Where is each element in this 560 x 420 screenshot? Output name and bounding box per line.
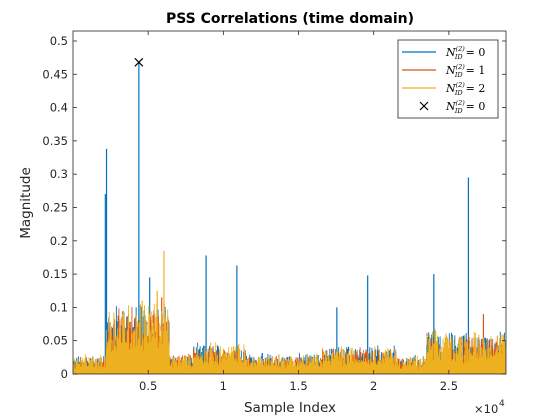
- legend-label: N(2) ID = 2: [445, 81, 485, 97]
- x-tick-label: 2.5: [440, 379, 458, 393]
- y-tick-label: 0.35: [42, 134, 68, 148]
- chart-title: PSS Correlations (time domain): [166, 11, 414, 27]
- x-multiplier: ×10: [474, 402, 498, 416]
- legend-box: [397, 39, 499, 119]
- x-axis-label: Sample Index: [244, 400, 336, 416]
- legend: N(2) ID = 0 N(2) ID = 1 N(2) ID = 2 N(2) ID = 0: [397, 39, 499, 119]
- x-exponent-label: ×10 4: [474, 399, 505, 416]
- x-tick-label: 0.5: [139, 379, 157, 393]
- y-tick-label: 0.25: [42, 200, 68, 214]
- y-tick-label: 0.5: [50, 34, 68, 48]
- x-tick-label: 2: [370, 379, 377, 393]
- legend-label: N(2) ID = 0: [445, 45, 485, 61]
- series-2: [73, 250, 506, 374]
- x-tick-label: 1.5: [289, 379, 307, 393]
- legend-label: N(2) ID = 1: [445, 63, 485, 79]
- y-tick-label: 0.05: [42, 334, 68, 348]
- y-tick-label: 0.15: [42, 267, 68, 281]
- max-peak-marker: [134, 57, 144, 67]
- y-tick-label: 0.45: [42, 67, 68, 81]
- legend-entry-2: N(2) ID = 2: [402, 81, 485, 97]
- y-tick-label: 0.4: [50, 101, 68, 115]
- y-axis-label: Magnitude: [18, 167, 34, 239]
- legend-marker: [419, 101, 429, 111]
- legend-entry-1: N(2) ID = 1: [402, 63, 485, 79]
- axis-ticks: 0 0.05 0.1 0.15 0.2 0.25 0.3 0.35 0.4 0.45 0.5 0.5 1…: [42, 31, 506, 393]
- legend-entry-3: N(2) ID = 0: [419, 99, 485, 115]
- legend-label: N(2) ID = 0: [445, 99, 485, 115]
- plot-area: [73, 57, 506, 374]
- y-tick-label: 0.3: [50, 167, 68, 181]
- y-tick-label: 0.1: [50, 300, 68, 314]
- x-multiplier-exponent: 4: [499, 399, 505, 409]
- x-tick-label: 1: [220, 379, 227, 393]
- legend-entry-0: N(2) ID = 0: [402, 45, 485, 61]
- series-2-noise: [73, 302, 506, 374]
- y-tick-label: 0: [61, 367, 68, 381]
- y-tick-label: 0.2: [50, 234, 68, 248]
- axes-box: [72, 30, 507, 375]
